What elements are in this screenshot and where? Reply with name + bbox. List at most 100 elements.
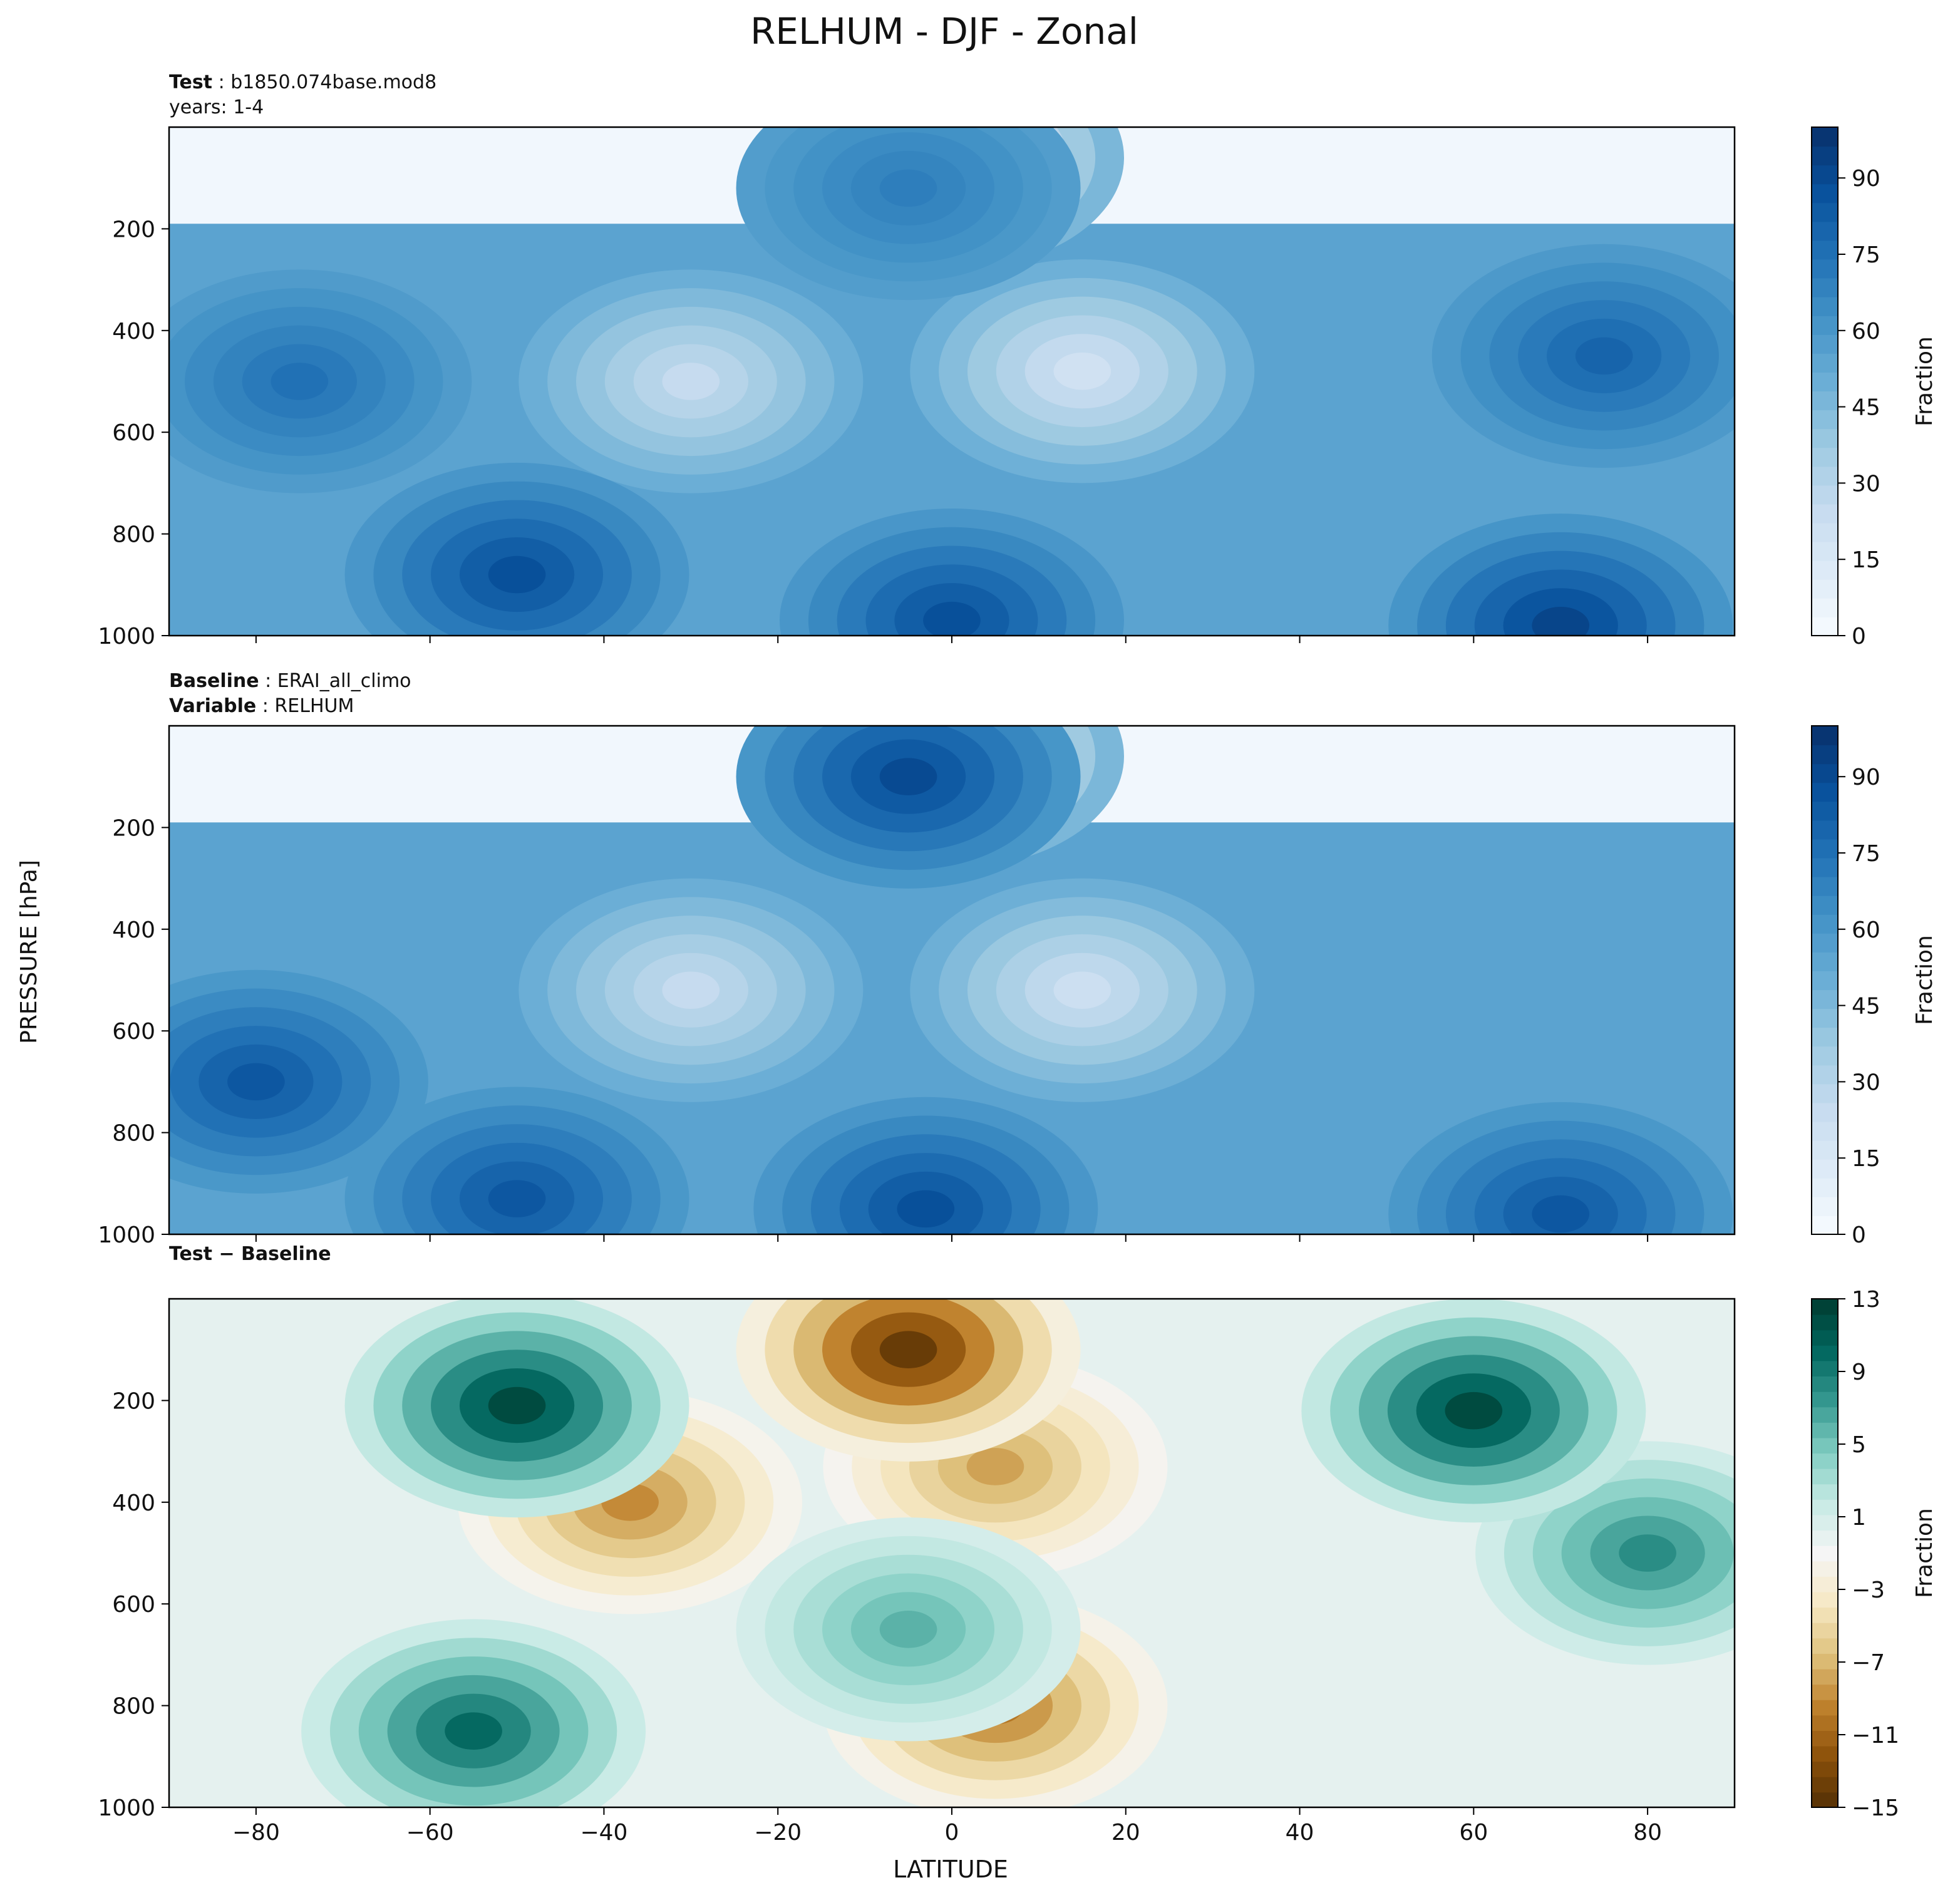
x-tick-label: −80 <box>232 1820 280 1846</box>
colorbar-segment <box>1812 315 1838 335</box>
colorbar-segment <box>1812 560 1838 580</box>
colorbar-segment <box>1812 1591 1838 1608</box>
y-tick-label: 800 <box>112 1694 155 1720</box>
colorbar-segment <box>1812 1065 1838 1085</box>
x-tick-label: 20 <box>1112 1820 1140 1846</box>
contour-level <box>227 1063 285 1101</box>
colorbar-frame <box>1811 126 1839 636</box>
colorbar-segment <box>1812 1046 1838 1066</box>
colorbar-segment <box>1812 970 1838 991</box>
contour-level <box>271 363 329 400</box>
colorbar-tick-label: 75 <box>1852 841 1880 867</box>
x-tick-label: −20 <box>754 1820 802 1846</box>
colorbar-label: Fraction <box>1912 1508 1937 1598</box>
colorbar-segment <box>1812 240 1838 260</box>
colorbar-segment <box>1812 1159 1838 1179</box>
colorbar-segment <box>1812 914 1838 934</box>
colorbar-segment <box>1812 447 1838 467</box>
colorbar-tick-label: −7 <box>1852 1650 1885 1676</box>
panel-header-text: : RELHUM <box>256 695 354 717</box>
colorbar-segment <box>1812 579 1838 599</box>
x-tick-label: 40 <box>1286 1820 1314 1846</box>
colorbar-segment <box>1812 1545 1838 1562</box>
y-tick-label: 200 <box>112 1388 155 1414</box>
colorbar-tick-label: 30 <box>1852 471 1880 497</box>
panel-header-line: years: 1-4 <box>169 96 264 118</box>
panel-header-bold: Variable <box>169 695 256 717</box>
panel-header-text: years: 1-4 <box>169 96 264 118</box>
panel-header-line: Test : b1850.074base.mod8 <box>169 71 436 93</box>
y-tick-label: 200 <box>112 217 155 242</box>
panel-header-bold: Test <box>169 71 212 93</box>
colorbar-segment <box>1812 1083 1838 1103</box>
colorbar-segment <box>1812 1576 1838 1593</box>
colorbar-segment <box>1812 1684 1838 1700</box>
colorbar-segment <box>1812 1407 1838 1423</box>
y-tick-label: 400 <box>112 1490 155 1516</box>
colorbar-tick-label: 60 <box>1852 319 1880 344</box>
colorbar-segment <box>1812 1299 1838 1315</box>
contour-level <box>1532 606 1590 636</box>
colorbar-segment <box>1812 857 1838 877</box>
colorbar-segment <box>1812 1638 1838 1654</box>
y-axis-label: PRESSURE [hPa] <box>16 860 42 1044</box>
colorbar-segment <box>1812 1177 1838 1197</box>
colorbar-segment <box>1812 277 1838 297</box>
colorbar-segment <box>1812 221 1838 241</box>
panel-2: Baseline : ERAI_all_climo Variable : RELH… <box>98 670 1937 1248</box>
colorbar-segment <box>1812 1196 1838 1216</box>
colorbar-segment <box>1812 989 1838 1009</box>
colorbar-segment <box>1812 202 1838 222</box>
colorbar-tick-label: 30 <box>1852 1070 1880 1095</box>
colorbar-segment <box>1812 371 1838 392</box>
contour-level <box>488 1386 546 1425</box>
colorbar-segment <box>1812 1314 1838 1331</box>
y-tick-label: 1000 <box>98 1795 155 1821</box>
panel-header-line: Test − Baseline <box>169 1243 331 1265</box>
panel-header-bold: Test − Baseline <box>169 1243 331 1265</box>
colorbar-tick-label: 60 <box>1852 917 1880 943</box>
colorbar-tick-label: 45 <box>1852 395 1880 421</box>
x-tick-label: −40 <box>580 1820 627 1846</box>
colorbar-segment <box>1812 820 1838 840</box>
colorbar-frame <box>1811 725 1839 1235</box>
colorbar-tick-label: 13 <box>1852 1287 1880 1313</box>
colorbar-tick-label: 0 <box>1852 624 1866 649</box>
contour-level <box>488 1180 546 1217</box>
colorbar-segment <box>1812 1745 1838 1762</box>
colorbar-segment <box>1812 1499 1838 1515</box>
y-tick-label: 600 <box>112 420 155 446</box>
colorbar-segment <box>1812 932 1838 953</box>
contour-level <box>879 758 937 795</box>
panel-header-line: Variable : RELHUM <box>169 695 354 717</box>
colorbar-tick-label: 0 <box>1852 1222 1866 1248</box>
colorbar: 0 15 30 45 60 75 90 Fraction <box>1811 126 1937 649</box>
contour-level <box>1575 337 1633 375</box>
colorbar-segment <box>1812 726 1838 746</box>
panel-header-line: Baseline : ERAI_all_climo <box>169 670 411 692</box>
colorbar-segment <box>1812 1622 1838 1639</box>
contour-level <box>488 555 546 594</box>
colorbar-segment <box>1812 1422 1838 1438</box>
contour-field <box>169 726 1735 1234</box>
colorbar-segment <box>1812 1776 1838 1793</box>
colorbar-segment <box>1812 485 1838 505</box>
colorbar-segment <box>1812 763 1838 783</box>
colorbar-segment <box>1812 951 1838 971</box>
panel-header-text: : ERAI_all_climo <box>259 670 411 692</box>
colorbar-segment <box>1812 1715 1838 1731</box>
colorbar-segment <box>1812 1468 1838 1485</box>
colorbar-segment <box>1812 353 1838 373</box>
colorbar-tick-label: 1 <box>1852 1505 1866 1531</box>
colorbar-segment <box>1812 1561 1838 1577</box>
x-tick-label: 0 <box>945 1820 959 1846</box>
colorbar-tick-label: 5 <box>1852 1432 1866 1458</box>
colorbar-segment <box>1812 522 1838 542</box>
colorbar-tick-label: 9 <box>1852 1360 1866 1385</box>
contour-level <box>897 1190 955 1228</box>
colorbar-segment <box>1812 466 1838 486</box>
colorbar-segment <box>1812 1761 1838 1777</box>
colorbar-segment <box>1812 839 1838 859</box>
figure-title: RELHUM - DJF - Zonal <box>750 10 1138 53</box>
